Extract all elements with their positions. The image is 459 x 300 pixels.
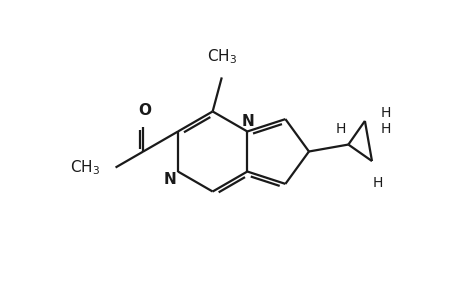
Text: H: H bbox=[380, 122, 390, 136]
Text: N: N bbox=[241, 114, 254, 129]
Text: H: H bbox=[380, 106, 390, 120]
Text: CH$_3$: CH$_3$ bbox=[206, 47, 236, 66]
Text: H: H bbox=[372, 176, 382, 190]
Text: H: H bbox=[335, 122, 345, 136]
Text: N: N bbox=[163, 172, 176, 187]
Text: CH$_3$: CH$_3$ bbox=[70, 158, 100, 177]
Text: O: O bbox=[138, 103, 151, 118]
